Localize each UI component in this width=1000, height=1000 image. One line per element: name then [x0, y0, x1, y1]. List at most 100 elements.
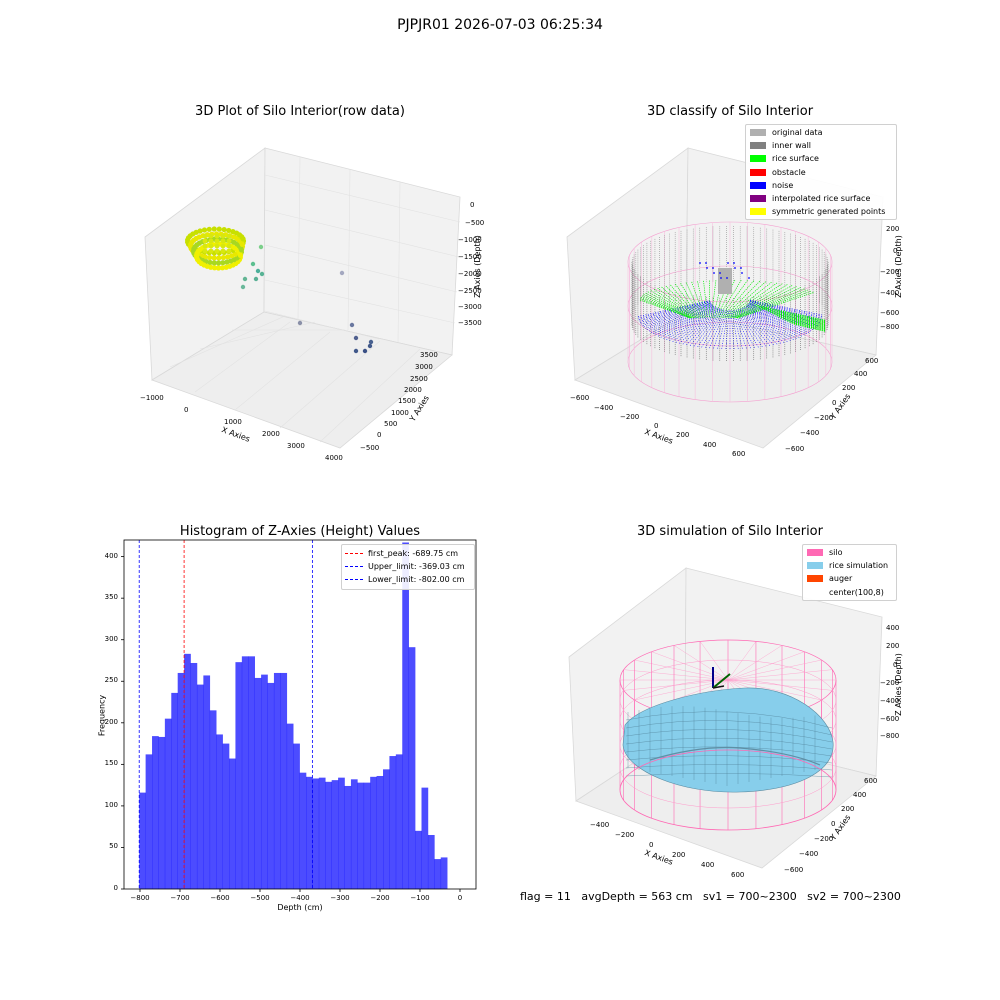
- silo-spoke: [623, 679, 729, 691]
- legend-swatch: [750, 181, 766, 189]
- histogram-bar: [318, 777, 326, 889]
- noise-line: [744, 306, 800, 338]
- raw-plot-title: 3D Plot of Silo Interior(row data): [195, 104, 405, 119]
- histogram-ytick-label: 100: [104, 800, 118, 809]
- silo-spoke: [727, 645, 783, 681]
- histogram-bar: [440, 857, 448, 889]
- raw-point: [208, 233, 214, 239]
- raw-point: [240, 284, 246, 290]
- rice-surface-line: [653, 288, 695, 319]
- histogram-bar: [306, 776, 313, 889]
- simulation-xtick: 200: [672, 851, 686, 859]
- rice-surface-line: [675, 283, 701, 319]
- raw-ytick: −500: [360, 444, 380, 452]
- simulation-ytick: −400: [799, 850, 819, 858]
- histogram-xtick-label: −500: [250, 894, 270, 902]
- raw-point: [220, 254, 227, 261]
- rice-surface-line: [774, 314, 826, 327]
- histogram-bar: [395, 754, 403, 889]
- noise-line: [737, 309, 767, 347]
- raw-point: [214, 243, 220, 249]
- simulation-ytick: 400: [853, 791, 867, 799]
- histogram-bar: [331, 780, 339, 889]
- histogram-bar: [203, 675, 211, 889]
- histogram-bar: [421, 787, 429, 889]
- simulation-ztick: 200: [886, 642, 900, 650]
- rice-surface-line: [710, 280, 717, 319]
- auger-axis-x: [712, 685, 725, 689]
- noise-line: [641, 302, 711, 325]
- histogram-xlabel: Depth (cm): [277, 903, 323, 912]
- simulation-ytick: −200: [814, 835, 834, 843]
- rice-surface-line: [772, 313, 826, 326]
- simulation-xtick: −400: [590, 821, 610, 829]
- legend-item: center(100,8): [803, 586, 896, 599]
- raw-point: [202, 243, 208, 249]
- legend-item: Lower_limit: -802.00 cm: [342, 573, 474, 586]
- classify-ytick: −600: [785, 445, 805, 453]
- rice-surface-line: [754, 304, 826, 321]
- classify-xtick: 600: [732, 450, 746, 458]
- raw-point: [259, 271, 265, 277]
- legend-line: [345, 566, 363, 568]
- histogram-ytick-label: 400: [104, 551, 118, 560]
- histogram-bar: [145, 754, 153, 889]
- histogram-xtick-label: −600: [210, 894, 230, 902]
- noise-line: [713, 309, 727, 349]
- raw-point: [220, 243, 226, 249]
- histogram-bar: [248, 656, 255, 889]
- rice-surface-line: [792, 323, 826, 332]
- rice-surface-line: [647, 291, 693, 319]
- noise-line: [742, 307, 788, 342]
- histogram-bar: [408, 647, 416, 889]
- classify-ytick: 600: [865, 357, 879, 365]
- noise-line: [653, 305, 714, 335]
- histogram-bar: [286, 723, 294, 889]
- simulation-ztick: 400: [886, 624, 900, 632]
- raw-point: [211, 255, 217, 261]
- histogram-bar: [389, 756, 397, 889]
- raw-point: [223, 264, 229, 270]
- raw-point: [208, 243, 214, 249]
- noise-line: [647, 304, 713, 331]
- silo-spoke: [727, 659, 822, 681]
- raw-ytick: 1500: [398, 397, 416, 405]
- raw-point: [297, 320, 303, 326]
- legend-item: rice simulation: [803, 559, 896, 572]
- raw-point: [202, 233, 208, 239]
- status-footer: flag = 11 avgDepth = 563 cm sv1 = 700~23…: [520, 890, 901, 903]
- histogram-bar: [152, 736, 159, 889]
- legend-swatch: [807, 549, 823, 557]
- legend-item: symmetric generated points: [746, 205, 896, 218]
- legend-swatch: [750, 168, 766, 176]
- noise-line: [672, 307, 718, 342]
- raw-point: [250, 261, 256, 267]
- raw-pane-floor: [151, 311, 453, 449]
- raw-point: [202, 238, 208, 244]
- raw-ztick: −500: [465, 219, 485, 227]
- histogram-bar: [376, 775, 384, 889]
- rice-surface-line: [782, 318, 826, 329]
- legend-item: auger: [803, 572, 896, 585]
- rice-surface-line: [788, 321, 826, 331]
- simulation-ytick: −600: [784, 866, 804, 874]
- raw-point: [226, 227, 232, 234]
- raw-point: [362, 348, 368, 354]
- rice-surface-line: [735, 288, 805, 319]
- histogram-bar: [357, 782, 365, 889]
- noise-point: [726, 277, 728, 279]
- raw-ztick: −1000: [458, 236, 482, 244]
- histogram-bar: [261, 674, 268, 889]
- rice-surface-line: [703, 280, 708, 319]
- raw-point: [211, 226, 217, 232]
- raw-xtick: 4000: [325, 454, 343, 462]
- rice-surface-line: [733, 286, 797, 319]
- raw-point: [226, 233, 232, 239]
- raw-point: [238, 247, 245, 253]
- histogram-bar: [139, 792, 146, 889]
- silo-spoke: [727, 679, 833, 691]
- histogram-threshold-lines: [138, 540, 313, 889]
- noise-point: [748, 277, 750, 279]
- raw-ztick: −3500: [458, 319, 482, 327]
